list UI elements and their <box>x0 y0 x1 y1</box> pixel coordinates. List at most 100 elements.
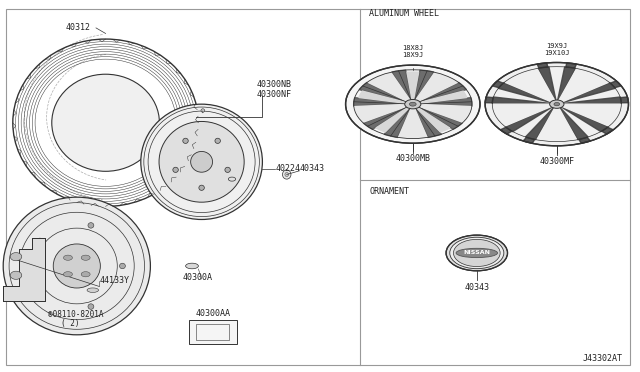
Text: 40300NF: 40300NF <box>256 90 291 99</box>
Ellipse shape <box>37 288 43 294</box>
Circle shape <box>81 272 90 277</box>
Circle shape <box>404 99 421 109</box>
Ellipse shape <box>183 138 188 144</box>
Text: 40343: 40343 <box>464 283 490 292</box>
Polygon shape <box>557 97 621 104</box>
Polygon shape <box>368 73 413 104</box>
Polygon shape <box>392 70 413 104</box>
Polygon shape <box>413 104 442 137</box>
Ellipse shape <box>141 104 262 219</box>
Text: ALUMINUM WHEEL: ALUMINUM WHEEL <box>369 9 439 18</box>
Ellipse shape <box>3 197 150 335</box>
Ellipse shape <box>52 74 159 171</box>
Ellipse shape <box>191 151 212 172</box>
Circle shape <box>410 102 416 106</box>
Polygon shape <box>413 73 458 104</box>
Ellipse shape <box>120 263 125 269</box>
Polygon shape <box>354 97 413 106</box>
Ellipse shape <box>173 167 179 173</box>
Text: ( 2): ( 2) <box>61 319 79 328</box>
Text: ®08110-8201A: ®08110-8201A <box>48 310 104 319</box>
Text: 40300AA: 40300AA <box>195 309 230 318</box>
Polygon shape <box>413 104 471 122</box>
Ellipse shape <box>456 248 497 257</box>
Text: 19X9J
19X10J: 19X9J 19X10J <box>544 43 570 56</box>
Polygon shape <box>620 97 628 103</box>
Polygon shape <box>376 104 413 132</box>
Polygon shape <box>359 83 413 104</box>
Circle shape <box>346 65 480 143</box>
Circle shape <box>63 272 72 277</box>
Text: J43302AT: J43302AT <box>582 355 622 363</box>
Text: 40312: 40312 <box>66 23 91 32</box>
Polygon shape <box>359 91 413 104</box>
Ellipse shape <box>87 288 99 292</box>
Text: 40224: 40224 <box>275 164 300 173</box>
Ellipse shape <box>88 304 94 309</box>
Circle shape <box>550 100 564 108</box>
Ellipse shape <box>225 167 230 173</box>
Text: 40300MF: 40300MF <box>540 157 574 166</box>
Polygon shape <box>492 81 503 88</box>
Text: 18X8J
18X9J: 18X8J 18X9J <box>402 45 424 58</box>
Polygon shape <box>537 63 548 68</box>
Polygon shape <box>538 67 557 104</box>
Polygon shape <box>399 104 427 138</box>
Circle shape <box>485 62 628 146</box>
Text: 44133Y: 44133Y <box>99 276 129 285</box>
Polygon shape <box>500 127 512 134</box>
Polygon shape <box>413 70 434 104</box>
Ellipse shape <box>159 122 244 202</box>
Ellipse shape <box>228 177 236 181</box>
Polygon shape <box>505 104 557 132</box>
Polygon shape <box>557 67 575 104</box>
Ellipse shape <box>282 170 291 179</box>
Polygon shape <box>3 238 45 301</box>
Polygon shape <box>611 81 621 88</box>
Ellipse shape <box>37 238 43 244</box>
Text: 40300NB: 40300NB <box>256 80 291 89</box>
Polygon shape <box>493 104 557 126</box>
Polygon shape <box>505 69 557 104</box>
Polygon shape <box>537 104 577 141</box>
Text: ORNAMENT: ORNAMENT <box>369 187 410 196</box>
Polygon shape <box>413 91 467 104</box>
Polygon shape <box>557 104 621 126</box>
Circle shape <box>454 240 500 266</box>
Polygon shape <box>413 104 462 129</box>
Polygon shape <box>492 97 557 104</box>
Bar <box>196 324 229 340</box>
Text: NISSAN: NISSAN <box>463 250 490 256</box>
Bar <box>189 320 237 344</box>
Circle shape <box>81 255 90 260</box>
Ellipse shape <box>186 263 198 269</box>
Polygon shape <box>525 104 557 140</box>
Polygon shape <box>557 104 609 132</box>
Text: 40343: 40343 <box>300 164 324 173</box>
Circle shape <box>63 255 72 260</box>
Polygon shape <box>485 97 493 103</box>
Polygon shape <box>499 83 557 104</box>
Circle shape <box>450 237 504 269</box>
Ellipse shape <box>10 271 22 279</box>
Circle shape <box>446 235 508 271</box>
Polygon shape <box>566 63 577 68</box>
Polygon shape <box>523 137 535 143</box>
Ellipse shape <box>10 253 22 261</box>
Polygon shape <box>413 97 472 106</box>
Polygon shape <box>364 104 413 129</box>
Ellipse shape <box>285 173 289 177</box>
Ellipse shape <box>199 185 204 190</box>
Circle shape <box>554 103 559 106</box>
Polygon shape <box>557 83 615 104</box>
Polygon shape <box>557 104 588 140</box>
Polygon shape <box>355 104 413 122</box>
Ellipse shape <box>53 244 100 288</box>
Text: 40300A: 40300A <box>182 273 212 282</box>
Polygon shape <box>602 127 613 134</box>
Text: 40300MB: 40300MB <box>396 154 430 163</box>
Ellipse shape <box>201 109 205 112</box>
Polygon shape <box>407 72 419 104</box>
Polygon shape <box>557 69 609 104</box>
Polygon shape <box>579 137 591 143</box>
